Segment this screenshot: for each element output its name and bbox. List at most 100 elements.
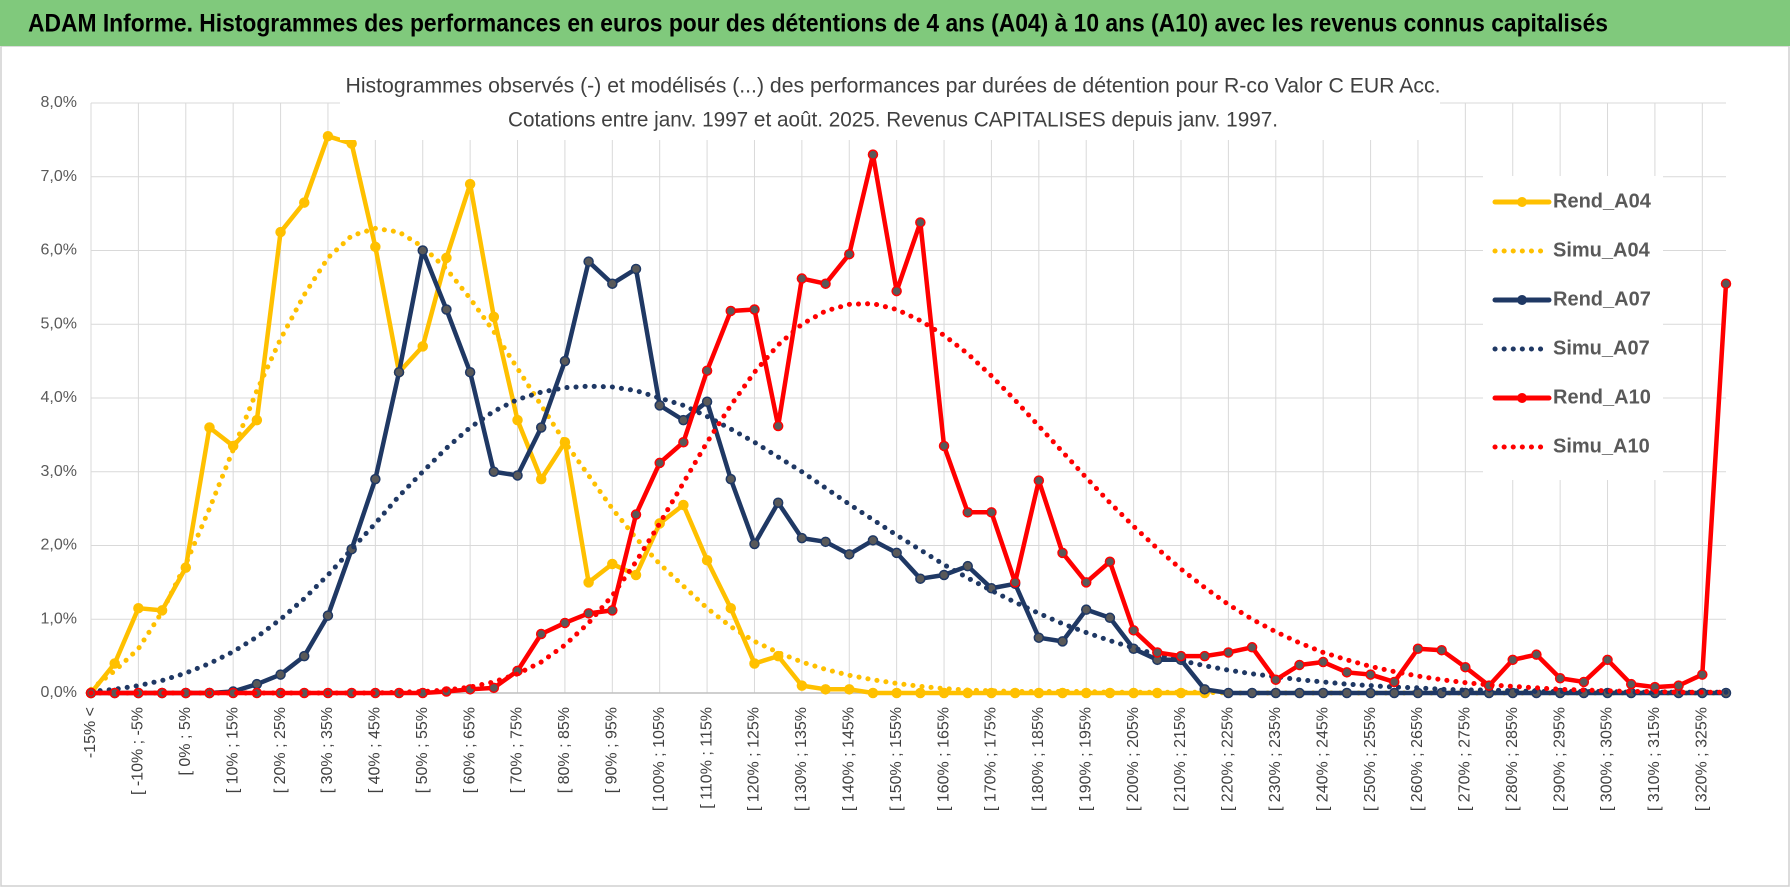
x-tick-label: [ 270% ; 275% <box>1457 707 1474 811</box>
point-marker <box>1246 687 1258 699</box>
point-marker <box>1057 547 1068 559</box>
x-tick-label: [ 250% ; 255% <box>1362 707 1379 811</box>
point-marker <box>844 248 855 260</box>
chart-title: Histogrammes observés (-) et modélisés (… <box>346 75 1441 98</box>
model-line <box>88 383 1729 695</box>
x-tick-label: [ 50% ; 55% <box>414 707 431 793</box>
point-marker <box>725 473 737 485</box>
point-marker <box>891 285 902 297</box>
x-tick-label: [ 140% ; 145% <box>840 707 857 811</box>
point-marker <box>1057 636 1068 647</box>
legend-label: Simu_A10 <box>1553 435 1650 457</box>
point-marker <box>464 178 476 190</box>
x-tick-label: -15% < <box>82 707 99 758</box>
x-tick-label: [ 90% ; 95% <box>604 707 621 793</box>
legend-label: Simu_A04 <box>1553 239 1651 261</box>
point-marker <box>654 400 665 411</box>
x-tick-label: [ 130% ; 135% <box>793 707 810 811</box>
point-marker <box>583 256 594 267</box>
point-marker <box>796 680 808 691</box>
title-backdrop <box>340 70 1440 140</box>
chart-subtitle: Cotations entre janv. 1997 et août. 2025… <box>508 109 1278 132</box>
point-marker <box>1317 656 1329 668</box>
point-marker <box>1104 556 1116 567</box>
x-tick-label: [ 220% ; 225% <box>1220 707 1237 811</box>
point-marker <box>844 684 855 695</box>
legend-label: Simu_A07 <box>1553 337 1650 359</box>
x-tick-label: [ 180% ; 185% <box>1030 707 1047 811</box>
point-marker <box>796 532 808 544</box>
point-marker <box>1317 687 1329 699</box>
point-marker <box>1531 649 1542 660</box>
x-tick-label: [ 150% ; 155% <box>888 707 905 811</box>
point-marker <box>1294 687 1305 699</box>
plot-area: -15% < [ -10% ; -5% [ 0% ; 5% [ 10% ; 15% [ … <box>41 94 1732 811</box>
point-marker <box>986 507 997 518</box>
point-marker <box>630 569 642 581</box>
y-tick-label: 1,0% <box>41 610 77 627</box>
point-marker <box>938 569 950 581</box>
point-marker <box>1270 674 1282 685</box>
legend-marker <box>1517 393 1527 403</box>
point-marker <box>1389 687 1400 699</box>
point-marker <box>251 414 263 426</box>
point-marker <box>1697 669 1708 680</box>
point-marker <box>275 669 286 680</box>
point-marker <box>346 138 357 149</box>
point-marker <box>1389 676 1400 688</box>
point-marker <box>322 610 334 621</box>
x-tick-label: [ 210% ; 215% <box>1172 707 1189 811</box>
point-marker <box>109 658 120 669</box>
point-marker <box>583 608 594 619</box>
point-marker <box>1033 475 1045 486</box>
point-marker <box>678 414 689 426</box>
x-tick-label: [ -10% ; -5% <box>130 707 147 795</box>
legend-marker <box>1517 295 1527 305</box>
x-tick-label: [ 300% ; 305% <box>1599 707 1616 811</box>
x-tick-label: [ 240% ; 245% <box>1314 707 1331 811</box>
x-tick-label: [ 0% ; 5% <box>177 707 194 775</box>
model-line <box>88 301 1729 696</box>
point-marker <box>1294 659 1305 671</box>
x-tick-label: [ 310% ; 315% <box>1646 707 1663 811</box>
point-marker <box>630 509 642 520</box>
point-marker <box>1080 604 1092 615</box>
point-marker <box>1270 687 1282 699</box>
point-marker <box>820 536 831 548</box>
point-marker <box>1412 643 1424 654</box>
point-marker <box>1673 680 1684 691</box>
point-marker <box>1128 625 1139 636</box>
point-marker <box>867 687 879 699</box>
point-marker <box>772 420 784 432</box>
point-marker <box>464 366 476 378</box>
point-marker <box>1009 577 1021 588</box>
x-tick-label: [ 100% ; 105% <box>651 707 668 811</box>
header-title: ADAM Informe. Histogrammes des performan… <box>28 10 1608 38</box>
point-marker <box>417 341 428 352</box>
point-marker <box>1246 642 1258 653</box>
point-marker <box>938 687 950 699</box>
x-tick-label: [ 260% ; 265% <box>1409 707 1426 811</box>
point-marker <box>1223 687 1234 699</box>
point-marker <box>370 241 381 253</box>
x-tick-label: [ 30% ; 35% <box>319 707 336 793</box>
y-tick-label: 3,0% <box>41 463 77 480</box>
point-marker <box>535 473 547 485</box>
point-marker <box>938 440 950 452</box>
point-marker <box>1033 632 1045 643</box>
point-marker <box>583 577 594 588</box>
point-marker <box>1175 650 1187 662</box>
point-marker <box>1625 678 1637 690</box>
point-marker <box>749 304 760 315</box>
point-marker <box>441 252 452 264</box>
legend-marker <box>1517 197 1527 207</box>
point-marker <box>725 602 737 614</box>
point-marker <box>678 499 689 511</box>
point-marker <box>844 549 855 560</box>
point-marker <box>701 396 713 407</box>
point-marker <box>1223 647 1234 658</box>
x-tick-label: [ 290% ; 295% <box>1551 707 1568 811</box>
point-marker <box>1341 687 1353 699</box>
y-tick-label: 5,0% <box>41 315 77 332</box>
